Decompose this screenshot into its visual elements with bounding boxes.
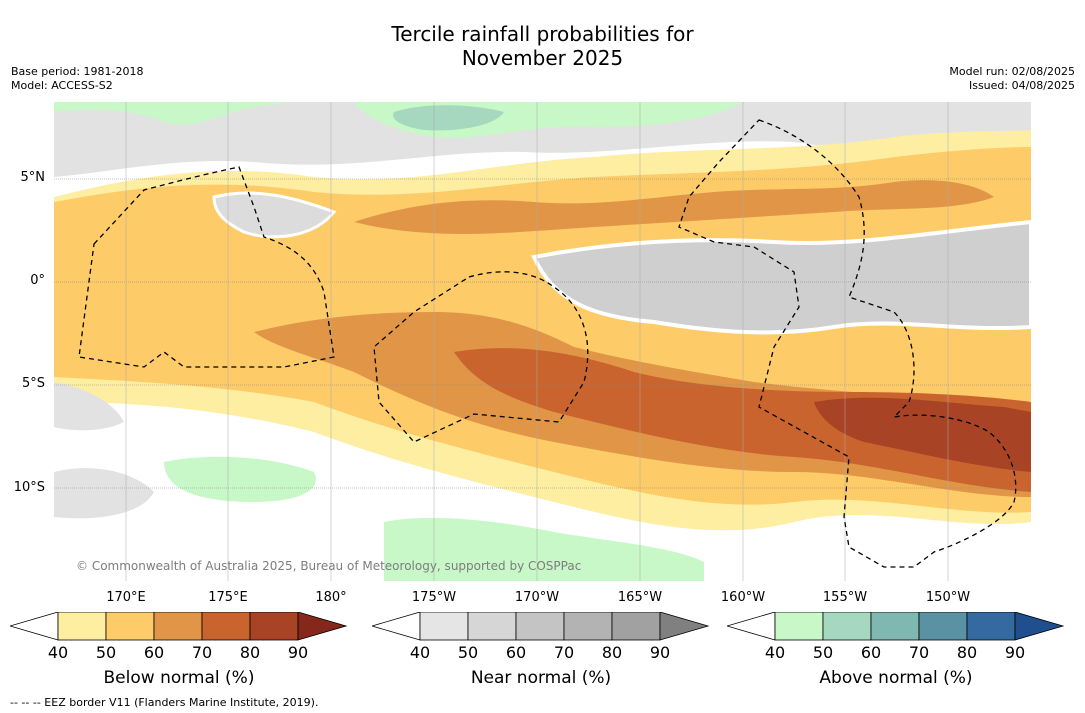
meta-right: Model run: 02/08/2025 Issued: 04/08/2025 [949, 65, 1075, 93]
model-run-text: Model run: 02/08/2025 [949, 65, 1075, 78]
lon-label-175e: 175°E [208, 590, 248, 605]
near-normal-region-north [54, 102, 1031, 177]
above-normal-region-south [164, 456, 316, 502]
colorbar-segment [611, 612, 661, 641]
lon-label-175w: 175°W [411, 590, 457, 605]
colorbar-tick-label: 90 [1004, 643, 1026, 662]
base-period-text: Base period: 1981-2018 [11, 65, 144, 78]
colorbar-tick-label: 40 [47, 643, 69, 662]
eez-border-center [373, 271, 589, 443]
colorbar-extend-low [372, 612, 421, 641]
colorbar-segment [467, 612, 517, 641]
colorbar-segment [153, 612, 203, 641]
colorbar-segment [774, 612, 824, 641]
issued-text: Issued: 04/08/2025 [968, 79, 1075, 92]
meta-left: Base period: 1981-2018 Model: ACCESS-S2 [11, 65, 143, 93]
lat-label-5s: 5°S [21, 376, 45, 391]
lon-label-160w: 160°W [720, 590, 766, 605]
colorbar-extend-high [659, 612, 710, 641]
colorbar-tick-label: 90 [649, 643, 671, 662]
colorbar-tick-label: 50 [95, 643, 117, 662]
colorbar-extend-high [1014, 612, 1065, 641]
lon-label-170w: 170°W [514, 590, 560, 605]
meridians [125, 102, 949, 581]
colorbar-segment [966, 612, 1016, 641]
probability-map: © Commonwealth of Australia 2025, Bureau… [54, 102, 1031, 581]
near-normal-region-sw [54, 382, 124, 431]
title-line-1: Tercile rainfall probabilities for [391, 22, 694, 46]
grid-lines [54, 178, 1031, 489]
above-normal-region-south-2 [384, 517, 704, 581]
above-normal-50-patch [393, 105, 504, 131]
colorbar-tick-label: 60 [860, 643, 882, 662]
colorbar-segment [419, 612, 469, 641]
colorbar-segment [918, 612, 968, 641]
colorbar-label-above: Above normal (%) [819, 668, 973, 688]
above-normal-region-north [54, 102, 294, 125]
colorbar-extend-high [297, 612, 348, 641]
colorbar-tick-label: 50 [812, 643, 834, 662]
lat-label-5n: 5°N [20, 170, 46, 185]
lat-label-10s: 10°S [13, 480, 45, 495]
colorbar-segment [563, 612, 613, 641]
colorbar-label-near: Near normal (%) [470, 668, 612, 688]
colorbar-segment [57, 612, 107, 641]
colorbar-tick-label: 70 [908, 643, 930, 662]
eez-footer-note: -- -- -- EEZ border V11 (Flanders Marine… [10, 696, 319, 709]
colorbar-tick-label: 80 [239, 643, 261, 662]
below-normal-80-core [814, 397, 1031, 472]
colorbar-segment [249, 612, 299, 641]
lat-label-0: 0° [30, 273, 45, 288]
colorbar-segment [822, 612, 872, 641]
colorbar-tick-label: 40 [764, 643, 786, 662]
title-line-2: November 2025 [461, 46, 624, 70]
colorbar-below-normal [10, 612, 348, 641]
colorbar-tick-label: 40 [409, 643, 431, 662]
eez-border-east [678, 119, 1017, 568]
colorbar-tick-label: 60 [505, 643, 527, 662]
eez-borders [78, 119, 1017, 568]
eez-border-west [78, 166, 335, 368]
colorbar-segment [870, 612, 920, 641]
below-normal-70-band [454, 348, 1031, 492]
colorbar-label-below: Below normal (%) [103, 668, 255, 688]
near-normal-region-east [531, 219, 1031, 335]
below-normal-60-north [354, 180, 994, 234]
colorbar-tick-label: 80 [601, 643, 623, 662]
colorbar-tick-label: 80 [956, 643, 978, 662]
model-text: Model: ACCESS-S2 [11, 79, 113, 92]
lon-label-165w: 165°W [617, 590, 663, 605]
colorbar-segment [201, 612, 251, 641]
colorbar-tick-label: 70 [553, 643, 575, 662]
lon-label-180: 180° [315, 590, 347, 605]
lon-label-170e: 170°E [106, 590, 146, 605]
colorbar-tick-label: 70 [191, 643, 213, 662]
colorbar-tick-label: 50 [457, 643, 479, 662]
copyright-text: © Commonwealth of Australia 2025, Bureau… [76, 559, 581, 573]
near-normal-region-west [212, 191, 337, 239]
colorbar-segment [105, 612, 155, 641]
colorbar-extend-low [10, 612, 59, 641]
colorbar-tick-label: 90 [287, 643, 309, 662]
page-title: Tercile rainfall probabilities for Novem… [0, 22, 1085, 70]
lon-label-155w: 155°W [822, 590, 868, 605]
near-normal-region-south [54, 468, 154, 519]
colorbar-near-normal [372, 612, 710, 641]
colorbar-extend-low [727, 612, 776, 641]
lon-label-150w: 150°W [925, 590, 971, 605]
colorbar-tick-label: 60 [143, 643, 165, 662]
colorbar-above-normal [727, 612, 1065, 641]
colorbar-segment [515, 612, 565, 641]
